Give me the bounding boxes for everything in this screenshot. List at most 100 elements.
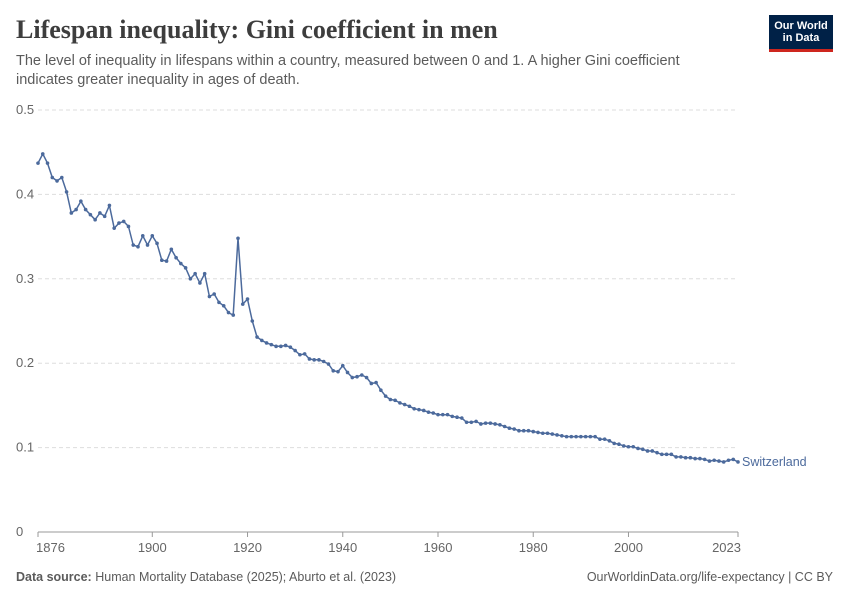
data-point — [102, 214, 107, 219]
data-point — [112, 226, 116, 230]
data-point — [398, 401, 402, 405]
data-point — [345, 370, 350, 375]
data-point — [207, 294, 212, 299]
data-point — [388, 397, 393, 402]
data-point — [498, 423, 502, 427]
data-source-text: Human Mortality Database (2025); Aburto … — [95, 570, 397, 584]
data-point — [217, 300, 221, 305]
data-point — [417, 407, 421, 412]
data-point — [364, 375, 369, 380]
data-point — [521, 428, 526, 433]
data-point — [64, 190, 69, 194]
y-tick-label: 0.5 — [16, 102, 34, 117]
data-point — [98, 211, 102, 215]
data-point — [436, 412, 440, 417]
data-point — [240, 302, 245, 306]
data-point — [221, 304, 226, 308]
data-point — [326, 362, 331, 366]
data-point — [674, 455, 678, 459]
data-point — [493, 422, 497, 426]
data-point — [721, 460, 726, 464]
data-point — [445, 412, 450, 417]
data-point — [479, 422, 483, 426]
data-point — [702, 457, 707, 462]
data-point — [174, 255, 178, 260]
data-point — [669, 452, 674, 457]
data-point — [650, 449, 655, 453]
data-point — [360, 373, 364, 377]
data-point — [474, 419, 478, 424]
data-point — [255, 335, 259, 339]
data-point — [283, 343, 288, 348]
data-point — [602, 437, 607, 441]
owid-logo[interactable]: Our World in Data — [769, 15, 833, 52]
logo-line-2: in Data — [782, 32, 820, 44]
data-point — [598, 437, 602, 441]
data-point — [155, 241, 159, 246]
data-point — [431, 411, 436, 415]
data-point — [731, 457, 736, 462]
data-point — [198, 281, 202, 285]
data-point — [355, 374, 359, 379]
data-point — [640, 447, 645, 452]
data-point — [55, 179, 59, 183]
data-point — [679, 455, 683, 459]
data-point — [655, 450, 659, 455]
data-point — [350, 375, 355, 380]
data-point — [402, 402, 407, 407]
data-point — [164, 259, 169, 263]
chart-title: Lifespan inequality: Gini coefficient in… — [16, 15, 498, 44]
data-point — [579, 434, 583, 439]
data-point — [317, 358, 321, 362]
x-tick-label: 1876 — [36, 540, 65, 555]
data-point — [260, 338, 264, 343]
data-point — [79, 199, 83, 203]
data-point — [645, 449, 650, 453]
data-point — [517, 428, 521, 433]
gridlines — [38, 109, 738, 449]
y-tick-label: 0.2 — [16, 355, 34, 370]
data-point — [564, 434, 569, 439]
data-point — [421, 408, 426, 413]
data-point — [393, 398, 397, 403]
x-tick-label: 1940 — [328, 540, 357, 555]
data-point — [150, 233, 155, 238]
data-point — [583, 434, 588, 439]
data-point — [117, 221, 121, 225]
data-point — [450, 414, 455, 419]
data-point — [698, 456, 702, 461]
data-point — [455, 415, 459, 420]
data-point — [69, 211, 74, 215]
data-point — [636, 446, 640, 451]
series-line — [37, 153, 739, 463]
data-point — [169, 247, 174, 252]
x-tick-label: 2023 — [712, 540, 741, 555]
data-point — [231, 313, 236, 317]
data-point — [245, 297, 250, 301]
data-point — [307, 357, 312, 361]
x-tick-label: 1900 — [138, 540, 167, 555]
y-tick-label: 0.4 — [16, 186, 34, 201]
data-source-label: Data source: — [16, 570, 92, 584]
data-point — [312, 358, 316, 362]
series-layer: Switzerland — [36, 152, 807, 469]
data-point — [717, 459, 721, 463]
data-point — [683, 455, 688, 460]
data-point — [36, 161, 40, 165]
data-point — [617, 442, 621, 447]
axes: 0 0.1 0.2 0.3 0.4 0.5 1876 1900 1920 1940 1960 1980… — [16, 102, 741, 555]
data-point — [126, 224, 131, 229]
data-point — [236, 236, 240, 241]
data-point — [560, 433, 564, 438]
data-point — [369, 381, 374, 386]
data-point — [202, 271, 207, 276]
license-link[interactable]: OurWorldinData.org/life-expectancy | CC … — [586, 570, 833, 584]
data-point — [664, 452, 669, 457]
data-point — [274, 344, 278, 349]
data-point — [83, 207, 88, 212]
data-point — [693, 456, 697, 461]
logo-line-1: Our World — [774, 20, 828, 32]
data-point — [531, 429, 536, 434]
data-point — [412, 406, 416, 411]
